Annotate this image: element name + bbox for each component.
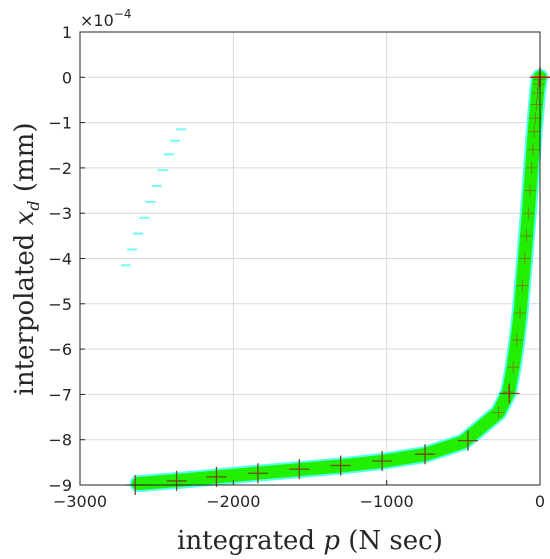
y-axis-label-var: x [10,210,40,225]
sample-point [289,459,310,480]
y-axis-label-sub: d [24,200,43,210]
y-tick-label: −6 [48,340,72,359]
sample-point [372,450,393,471]
y-tick-label: −4 [48,250,72,269]
curve-marker [514,306,527,319]
curve-marker [529,112,542,125]
x-axis-label: integrated p (N sec) [177,526,443,556]
y-exponent-power: −4 [114,7,132,21]
y-tick-label: −1 [48,114,72,133]
curve-marker [522,207,535,220]
y-tick-label: −3 [48,204,72,223]
curve-marker [520,229,533,242]
y-tick-label: −8 [48,431,72,450]
curve-marker [492,406,505,419]
y-tick-label: −7 [48,385,72,404]
y-axis-label-unit: (mm) [10,123,40,193]
x-tick-label: −3000 [53,492,107,511]
y-tick-label: −2 [48,159,72,178]
y-exponent-label: ×10−4 [80,7,131,30]
y-tick-label: 1 [62,23,72,42]
band-line [131,70,547,491]
sample-point [206,466,227,487]
y-tick-label: 0 [62,68,72,87]
interpolated-band [129,68,549,493]
curve-marker [516,279,529,292]
y-tick-label: −5 [48,295,72,314]
y-exponent-base: ×10 [80,11,114,30]
x-tick-label: 0 [535,492,545,511]
curve-marker [502,386,515,399]
curve-marker [511,334,523,347]
curve-marker [526,143,539,156]
sample-point [457,430,478,451]
sample-point [415,444,435,465]
curve-marker [532,78,545,91]
sample-markers [125,67,550,495]
y-axis-label: interpolated xd (mm) [10,123,46,396]
sample-point [330,455,351,476]
x-ticks: −3000 −2000 −1000 0 [53,480,545,511]
x-tick-label: −2000 [206,492,260,511]
sample-point [247,463,268,484]
sample-point [166,470,187,491]
curve-marker [518,252,531,265]
sample-point [499,383,520,404]
y-axis-label-text: interpolated [10,234,40,396]
curve-marker [525,161,538,174]
x-axis-label-var: p [323,526,340,556]
y-ticks: 1 0 −1 −2 −3 −4 −5 −6 −7 −8 −9 [48,23,85,495]
x-axis-label-unit: (N sec) [348,526,443,556]
x-tick-label: −1000 [360,492,414,511]
curve-marker [528,125,541,138]
curve-marker [533,73,546,86]
curve-marker [531,87,544,100]
faint-trace [121,128,187,267]
y-tick-label: −9 [48,476,72,495]
x-axis-label-text: integrated [177,526,315,556]
curve-marker [507,361,520,374]
curve-marker [524,184,537,197]
